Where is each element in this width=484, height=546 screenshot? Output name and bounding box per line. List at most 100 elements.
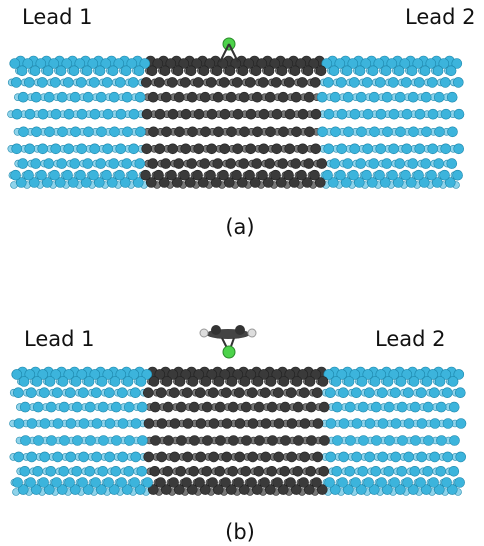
atom	[403, 388, 413, 398]
atom	[324, 144, 334, 154]
atom	[175, 127, 185, 137]
atom	[377, 388, 387, 398]
figure-canvas: Lead 1 Lead 2 (a) Lead 1 Lead 2 (b)	[0, 0, 484, 546]
atom	[38, 109, 48, 119]
nanotube	[10, 367, 467, 496]
atom	[343, 159, 353, 169]
atom	[312, 388, 322, 398]
atom	[65, 478, 75, 488]
atom	[298, 109, 308, 119]
atom	[324, 109, 334, 119]
atom	[356, 92, 366, 102]
atom	[319, 402, 329, 412]
atom	[384, 402, 394, 412]
atom	[385, 436, 395, 446]
atom	[96, 159, 106, 169]
atom	[313, 452, 323, 462]
atom	[104, 388, 114, 398]
atom	[76, 77, 86, 87]
atom	[357, 127, 367, 137]
atom	[25, 144, 35, 154]
atom	[11, 170, 21, 180]
atom	[378, 452, 388, 462]
atom	[267, 466, 277, 476]
atom	[339, 452, 349, 462]
atom	[164, 436, 174, 446]
atom	[214, 127, 224, 137]
atom	[156, 388, 166, 398]
atom	[169, 478, 179, 488]
atom	[128, 170, 138, 180]
atom	[206, 170, 216, 180]
atom	[307, 436, 317, 446]
atom	[103, 109, 113, 119]
atom	[83, 159, 93, 169]
atom	[109, 92, 119, 102]
atom	[14, 452, 24, 462]
atom	[326, 419, 336, 429]
lead-label: Lead 2	[405, 5, 476, 29]
atom	[245, 170, 255, 180]
atom	[246, 144, 256, 154]
atom	[50, 170, 60, 180]
atom	[423, 466, 433, 476]
atom	[20, 466, 30, 476]
atom	[33, 466, 43, 476]
atom	[130, 478, 140, 488]
atom	[12, 109, 22, 119]
atom	[64, 144, 74, 154]
atom	[421, 159, 431, 169]
atom	[226, 159, 236, 169]
atom	[189, 466, 199, 476]
atom	[117, 478, 127, 488]
atom	[46, 466, 56, 476]
atom	[180, 170, 190, 180]
atom	[177, 436, 187, 446]
atom	[14, 419, 24, 429]
atom	[97, 377, 107, 387]
atom	[323, 77, 333, 87]
atom	[440, 77, 450, 87]
atom	[397, 402, 407, 412]
atom	[128, 77, 138, 87]
atom	[196, 452, 206, 462]
atom	[90, 109, 100, 119]
atom	[260, 478, 270, 488]
atom	[343, 92, 353, 102]
atom	[416, 478, 426, 488]
atom	[454, 144, 464, 154]
atom	[78, 388, 88, 398]
atom	[104, 478, 114, 488]
atom	[98, 402, 108, 412]
atom	[449, 466, 459, 476]
atom	[364, 388, 374, 398]
atom	[369, 159, 379, 169]
atom	[370, 127, 380, 137]
atom	[65, 388, 75, 398]
atom	[375, 77, 385, 87]
atom	[143, 388, 153, 398]
atom	[362, 170, 372, 180]
atom	[319, 466, 329, 476]
atom	[455, 388, 465, 398]
atom	[199, 66, 209, 76]
atom	[271, 170, 281, 180]
atom	[181, 109, 191, 119]
atom	[364, 478, 374, 488]
atom	[76, 170, 86, 180]
atom	[182, 478, 192, 488]
atom	[221, 478, 231, 488]
atom	[317, 92, 327, 102]
atom	[181, 144, 191, 154]
atom	[342, 66, 352, 76]
atom	[358, 402, 368, 412]
atom	[200, 92, 210, 102]
atom	[448, 377, 458, 387]
atom	[299, 388, 309, 398]
atom	[332, 402, 342, 412]
atom	[240, 377, 250, 387]
atom	[395, 159, 405, 169]
atom	[311, 144, 321, 154]
atom	[254, 466, 264, 476]
atom	[383, 377, 393, 387]
